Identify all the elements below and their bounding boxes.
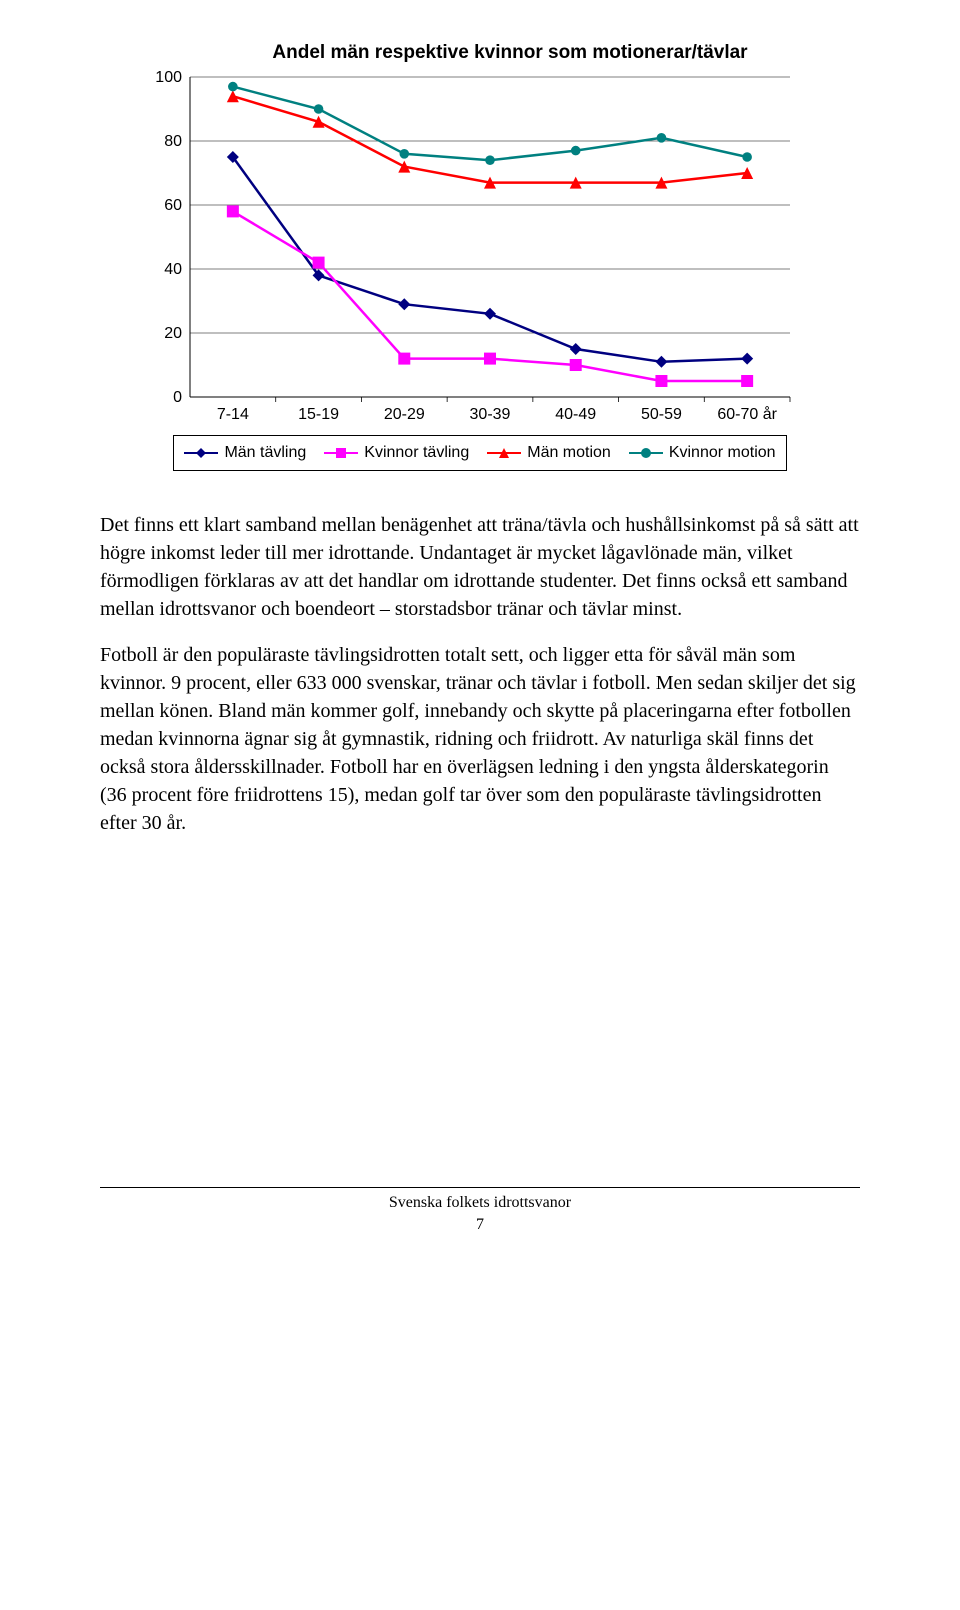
- svg-text:40: 40: [164, 261, 182, 278]
- svg-text:50-59: 50-59: [641, 406, 682, 423]
- footer-rule: [100, 1187, 860, 1188]
- svg-text:60: 60: [164, 197, 182, 214]
- svg-text:60-70 år: 60-70 år: [717, 405, 777, 423]
- legend-item: Kvinnor tävling: [324, 442, 469, 464]
- legend-item: Män motion: [487, 442, 611, 464]
- legend-swatch: [629, 446, 663, 460]
- page-footer: Svenska folkets idrottsvanor 7: [100, 1187, 860, 1237]
- line-chart: 0 20 40 60 80 100% 7-14 15-19 20-29 30-39 40-49 50-…: [140, 71, 800, 427]
- svg-text:7-14: 7-14: [217, 406, 249, 423]
- legend-item: Män tävling: [184, 442, 306, 464]
- paragraph-1: Det finns ett klart samband mellan benäg…: [100, 511, 860, 623]
- svg-text:100: 100: [155, 71, 182, 86]
- svg-text:20: 20: [164, 325, 182, 342]
- legend-swatch: [324, 446, 358, 460]
- svg-text:40-49: 40-49: [555, 406, 596, 423]
- legend-swatch: [184, 446, 218, 460]
- svg-text:80: 80: [164, 133, 182, 150]
- chart-legend: Män tävling Kvinnor tävling Män motion Kvin…: [173, 435, 786, 471]
- svg-text:%: %: [168, 71, 182, 73]
- svg-text:15-19: 15-19: [298, 406, 339, 423]
- body-text: Det finns ett klart samband mellan benäg…: [100, 511, 860, 837]
- legend-label: Män motion: [527, 442, 611, 464]
- page-number: 7: [100, 1214, 860, 1236]
- chart-title: Andel män respektive kvinnor som motione…: [200, 40, 820, 67]
- paragraph-2: Fotboll är den populäraste tävlingsidrot…: [100, 641, 860, 837]
- legend-label: Kvinnor motion: [669, 442, 776, 464]
- legend-swatch: [487, 446, 521, 460]
- legend-item: Kvinnor motion: [629, 442, 776, 464]
- legend-label: Män tävling: [224, 442, 306, 464]
- footer-title: Svenska folkets idrottsvanor: [100, 1192, 860, 1214]
- legend-label: Kvinnor tävling: [364, 442, 469, 464]
- svg-text:20-29: 20-29: [384, 406, 425, 423]
- chart-container: Andel män respektive kvinnor som motione…: [140, 40, 820, 471]
- svg-text:30-39: 30-39: [470, 406, 511, 423]
- svg-text:0: 0: [173, 389, 182, 406]
